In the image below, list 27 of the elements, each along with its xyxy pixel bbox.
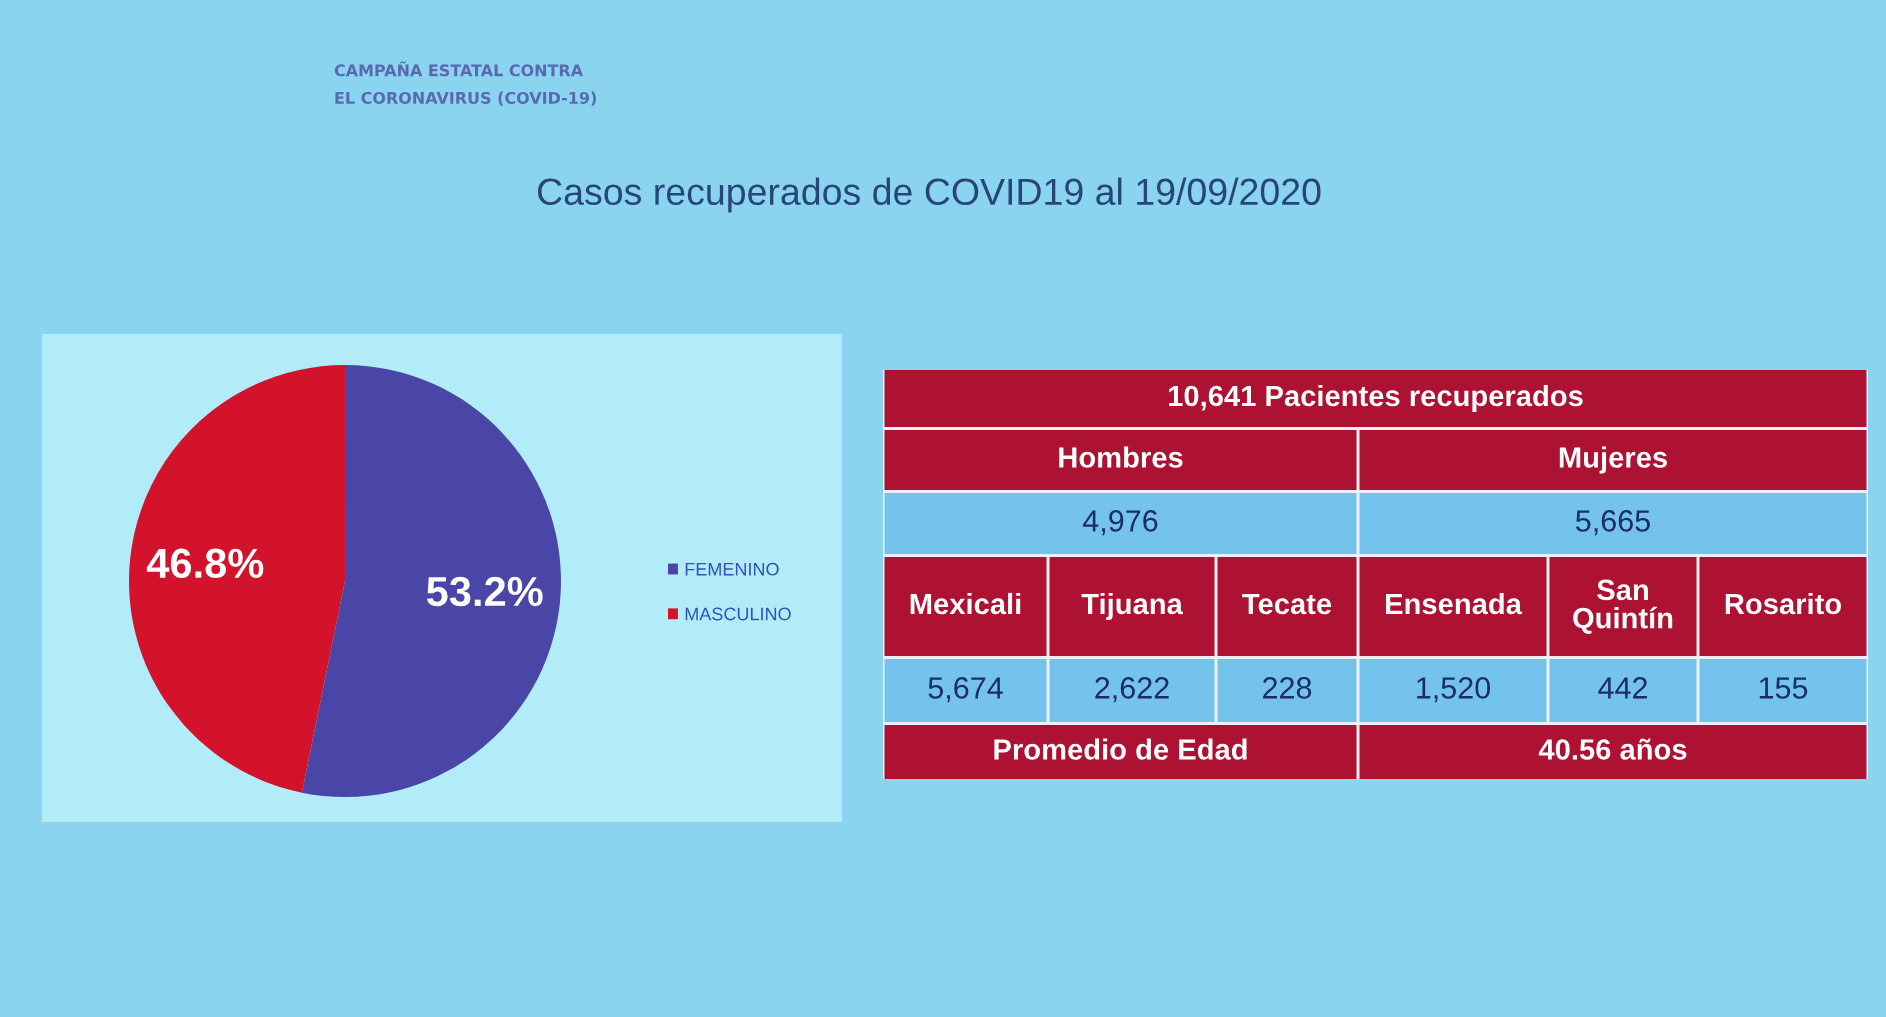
- text: 40.56 años: [1538, 738, 1687, 760]
- legend-label: MASCULINO: [685, 607, 791, 621]
- category-label: Ensenada: [1386, 592, 1523, 615]
- data-label: 53.2%: [426, 576, 543, 607]
- category-label: Rosarito: [1725, 592, 1842, 615]
- text: Hombres: [1059, 446, 1183, 468]
- pie-slice: [129, 365, 345, 793]
- legend-label: FEMENINO: [685, 562, 779, 576]
- text: Casos recuperados de COVID19 al 19/09/2020: [537, 177, 1321, 213]
- data-label: 5,674: [928, 677, 1003, 703]
- category-label: Tecate: [1242, 593, 1332, 615]
- text: 5,665: [1575, 510, 1650, 536]
- data-label: 228: [1263, 677, 1312, 699]
- text: 10,641 Pacientes recuperados: [1169, 384, 1583, 413]
- text: 4,976: [1082, 510, 1158, 536]
- data-label: 155: [1759, 677, 1808, 699]
- category-label: Mexicali: [910, 592, 1021, 615]
- category-label: Tijuana: [1081, 592, 1183, 621]
- data-label: 46.8%: [146, 548, 264, 579]
- text: Mujeres: [1559, 446, 1667, 474]
- text: CAMPAÑA ESTATAL CONTRA EL CORONAVIRUS (COVID-19): [334, 61, 596, 106]
- data-label: 1,520: [1417, 677, 1491, 703]
- text: Promedio de Edad: [994, 738, 1247, 760]
- data-label: 442: [1598, 677, 1647, 699]
- pie-slice: [301, 365, 561, 797]
- category-label: San Quintín: [1573, 579, 1673, 634]
- data-label: 2,622: [1095, 677, 1169, 703]
